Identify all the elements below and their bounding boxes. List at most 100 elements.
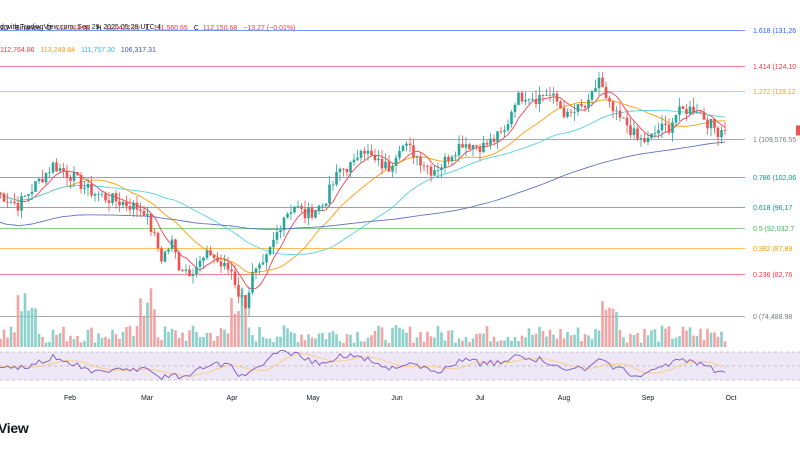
volume-bar bbox=[338, 341, 342, 347]
volume-bar bbox=[464, 337, 468, 347]
volume-bar bbox=[426, 331, 429, 347]
candle-body bbox=[443, 156, 447, 168]
volume-bar bbox=[646, 335, 650, 347]
candle-body bbox=[254, 268, 258, 273]
volume-bar bbox=[20, 311, 23, 347]
volume-bar bbox=[699, 328, 702, 347]
volume-bar bbox=[307, 334, 310, 347]
volume-bar bbox=[23, 293, 27, 347]
volume-bar bbox=[90, 327, 93, 347]
candle-body bbox=[664, 123, 667, 125]
volume-bar bbox=[685, 330, 688, 347]
volume-bar bbox=[216, 335, 219, 347]
candle-body bbox=[275, 232, 279, 240]
volume-bar bbox=[44, 342, 48, 347]
volume-bar bbox=[349, 334, 352, 347]
candle-body bbox=[184, 269, 188, 271]
candle-body bbox=[552, 93, 555, 96]
candle-body bbox=[475, 144, 478, 147]
candle-body bbox=[69, 177, 72, 181]
volume-bar bbox=[314, 338, 317, 347]
volume-bar bbox=[401, 329, 405, 347]
rsi-pane[interactable] bbox=[0, 350, 800, 381]
volume-bar bbox=[478, 333, 482, 347]
volume-bar bbox=[310, 337, 314, 347]
candle-body bbox=[482, 142, 485, 153]
volume-bar bbox=[387, 342, 391, 347]
candle-body bbox=[268, 247, 272, 255]
candle-body bbox=[660, 123, 664, 131]
volume-bar bbox=[517, 341, 520, 347]
candle-body bbox=[55, 162, 58, 172]
time-axis-label: Jun bbox=[391, 395, 402, 402]
candle-body bbox=[83, 187, 86, 189]
candle-body bbox=[583, 105, 587, 108]
candle-body bbox=[681, 106, 685, 109]
ohlc-high: H 112,421.99 bbox=[96, 25, 140, 32]
candle-body bbox=[398, 150, 401, 158]
candle-body bbox=[520, 92, 524, 102]
volume-bar bbox=[720, 331, 723, 347]
volume-bar bbox=[366, 337, 370, 347]
volume-bar bbox=[678, 336, 681, 347]
volume-bar bbox=[562, 338, 566, 347]
volume-bar bbox=[650, 330, 653, 347]
candle-body bbox=[604, 87, 608, 99]
candle-body bbox=[524, 99, 527, 102]
volume-bar bbox=[41, 337, 44, 347]
volume-bar bbox=[695, 336, 699, 347]
candle-body bbox=[2, 193, 6, 202]
rsi-line bbox=[0, 350, 726, 381]
candle-body bbox=[548, 94, 552, 96]
candle-body bbox=[209, 250, 212, 256]
volume-bar bbox=[713, 332, 716, 347]
volume-bar bbox=[513, 337, 517, 347]
candle-body bbox=[492, 138, 496, 142]
candle-body bbox=[100, 193, 104, 195]
candle-body bbox=[426, 166, 429, 167]
candle-body bbox=[538, 94, 541, 104]
volume-bar bbox=[573, 334, 576, 347]
volume-bar bbox=[107, 338, 111, 347]
time-axis[interactable]: Feb Mar Apr May Jun Jul Aug Sep Oct bbox=[0, 387, 800, 402]
candle-body bbox=[499, 131, 503, 133]
volume-bar bbox=[373, 330, 377, 347]
candle-body bbox=[625, 117, 629, 126]
candle-body bbox=[433, 170, 436, 176]
candle-body bbox=[72, 172, 76, 181]
candle-body bbox=[317, 206, 321, 211]
header-title: d with TradingView.com, Sep 29, 2025 05:… bbox=[0, 24, 161, 31]
fib-label-1: 1 (109,576.55 bbox=[753, 137, 796, 144]
fib-label-0: 0 (74,488.98 bbox=[753, 314, 792, 321]
candle-body bbox=[23, 195, 27, 197]
volume-bar bbox=[324, 339, 328, 347]
candle-body bbox=[303, 208, 307, 219]
volume-bar bbox=[170, 328, 174, 347]
volume-bar bbox=[709, 332, 713, 347]
fibonacci-retracement[interactable] bbox=[0, 30, 745, 317]
candle-body bbox=[559, 101, 562, 108]
candle-body bbox=[349, 162, 352, 173]
candle-body bbox=[111, 193, 114, 203]
candle-body bbox=[555, 93, 559, 102]
candle-body bbox=[142, 210, 146, 216]
candle-body bbox=[6, 201, 9, 203]
candle-body bbox=[590, 91, 594, 100]
volume-bar bbox=[667, 326, 671, 347]
candle-body bbox=[240, 295, 244, 297]
candle-body bbox=[653, 133, 657, 135]
volume-bar bbox=[125, 327, 128, 347]
candle-body bbox=[352, 159, 356, 163]
candle-body bbox=[611, 101, 615, 112]
volume-bar bbox=[594, 328, 597, 347]
candle-body bbox=[156, 232, 160, 249]
candle-body bbox=[16, 202, 20, 211]
volume-bar bbox=[335, 334, 338, 347]
candle-body bbox=[678, 106, 681, 115]
volume-bar bbox=[510, 340, 513, 347]
ma-value-slow: 111,757.30 bbox=[80, 47, 115, 54]
volume-bar bbox=[520, 335, 524, 347]
volume-bar bbox=[681, 326, 685, 347]
candle-body bbox=[247, 292, 251, 309]
